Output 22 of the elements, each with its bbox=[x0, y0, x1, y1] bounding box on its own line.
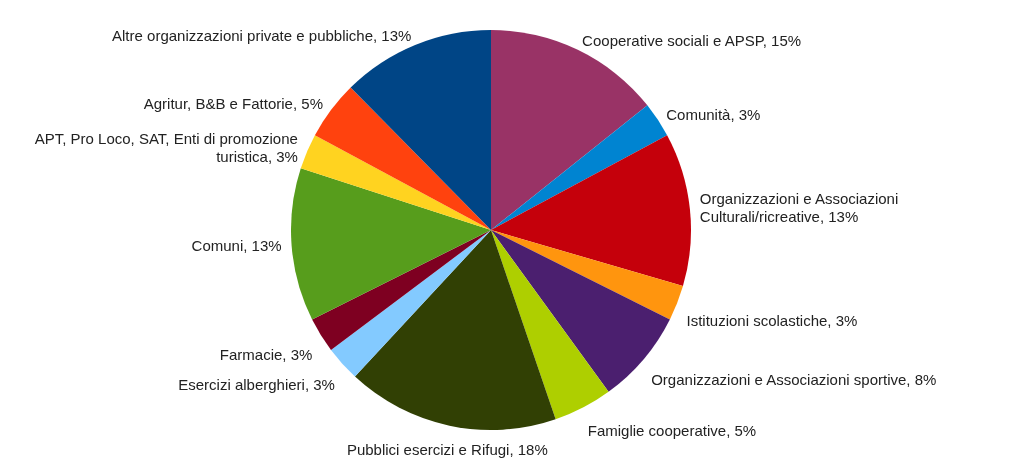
pie-slice bbox=[491, 135, 691, 287]
slice-label: Comunità, 3% bbox=[666, 105, 761, 123]
slice-label: Organizzazioni e Associazioni Culturali/ricreative, 13% bbox=[699, 190, 899, 226]
slice-label: Organizzazioni e Associazioni sportive, 8% bbox=[651, 371, 937, 389]
slice-label: APT, Pro Loco, SAT, Enti di promozione turistica, 3% bbox=[34, 129, 298, 165]
slice-label: Pubblici esercizi e Rifugi, 18% bbox=[346, 440, 548, 458]
pie-slice bbox=[312, 230, 491, 350]
slice-label: Altre organizzazioni private e pubbliche, 13% bbox=[112, 26, 412, 44]
slice-label: Agritur, B&B e Fattorie, 5% bbox=[143, 95, 323, 113]
pie-slice bbox=[491, 230, 609, 420]
slice-label: Istituzioni scolastiche, 3% bbox=[686, 311, 858, 329]
pie-slice bbox=[491, 230, 683, 320]
slice-label: Esercizi alberghieri, 3% bbox=[178, 375, 335, 393]
pie-slice bbox=[291, 168, 491, 320]
slice-label: Farmacie, 3% bbox=[219, 345, 313, 363]
slice-label: Cooperative sociali e APSP, 15% bbox=[582, 32, 802, 50]
pie-slice bbox=[354, 230, 556, 430]
pie-slice bbox=[330, 230, 491, 377]
slice-label: Famiglie cooperative, 5% bbox=[587, 421, 757, 439]
slice-label: Comuni, 13% bbox=[191, 236, 282, 254]
pie-slice bbox=[491, 105, 668, 230]
pie-slice bbox=[300, 135, 491, 230]
